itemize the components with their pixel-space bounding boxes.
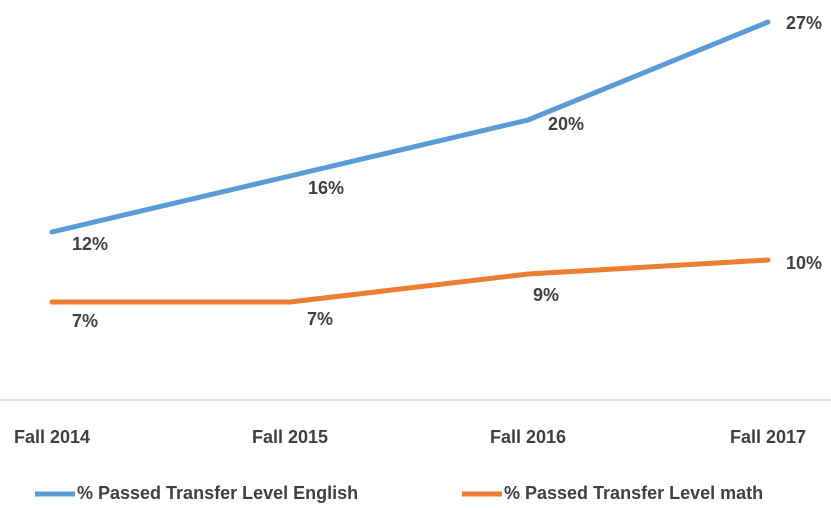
series-line <box>49 19 771 235</box>
data-label: 7% <box>307 309 333 329</box>
x-tick-label: Fall 2015 <box>252 427 328 447</box>
x-tick-label: Fall 2017 <box>730 427 806 447</box>
legend-label: % Passed Transfer Level math <box>504 483 763 503</box>
data-label: 20% <box>548 114 584 134</box>
x-tick-label: Fall 2016 <box>490 427 566 447</box>
data-label: 16% <box>308 178 344 198</box>
series-line <box>49 257 771 305</box>
legend-label: % Passed Transfer Level English <box>77 483 358 503</box>
data-label: 7% <box>72 311 98 331</box>
data-label: 10% <box>786 253 822 273</box>
data-label: 9% <box>533 285 559 305</box>
data-label: 12% <box>72 234 108 254</box>
x-tick-label: Fall 2014 <box>14 427 90 447</box>
data-label: 27% <box>786 13 822 33</box>
